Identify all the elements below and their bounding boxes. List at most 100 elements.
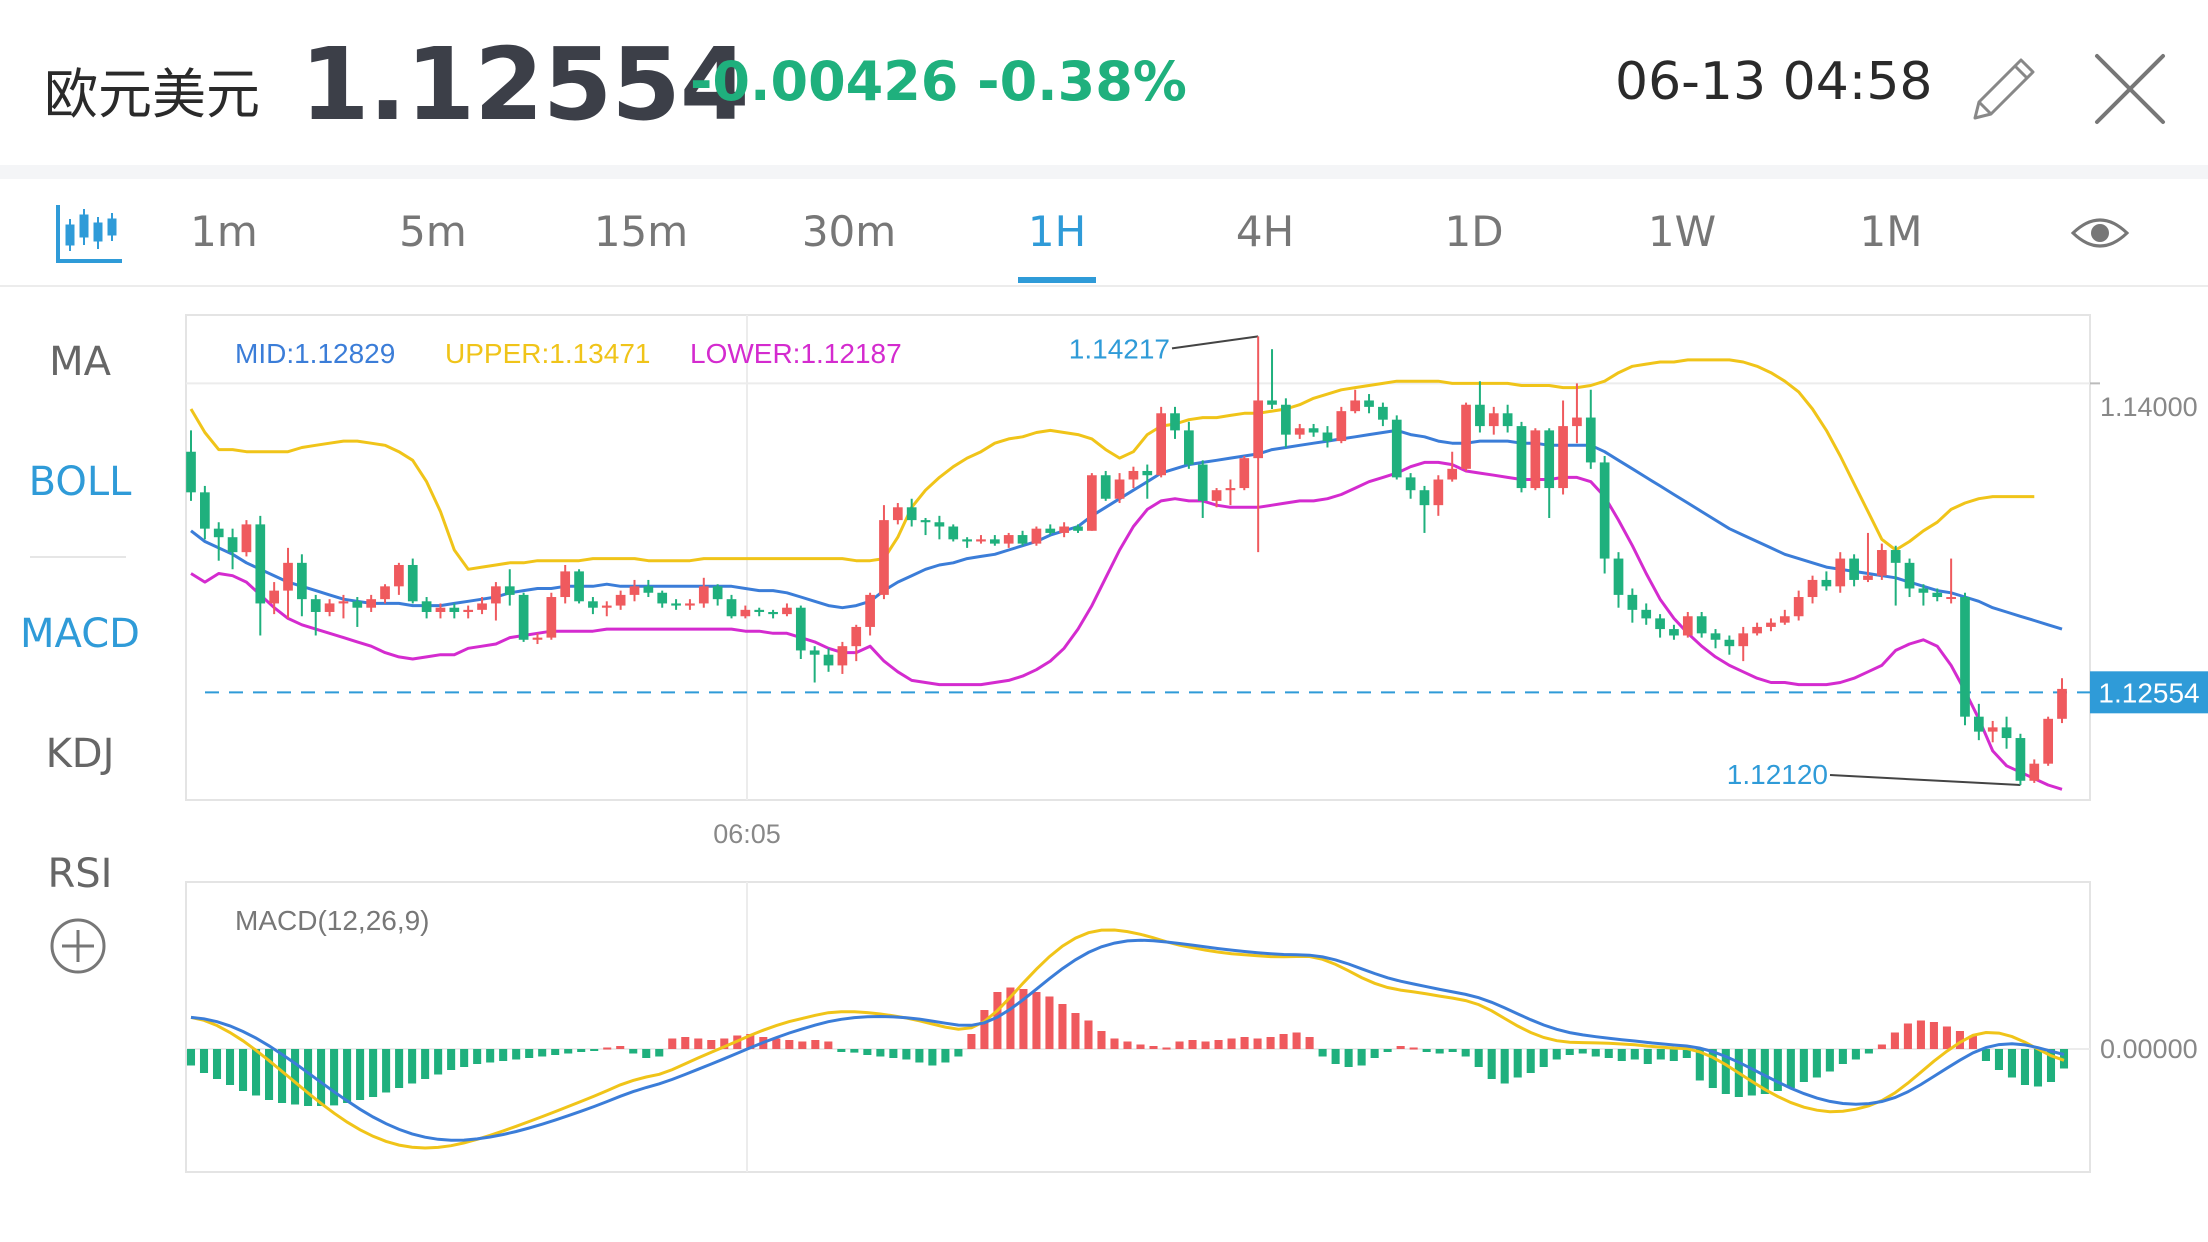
candle-body xyxy=(324,603,335,612)
candle-body xyxy=(1405,477,1416,491)
tab-30m[interactable]: 30m xyxy=(801,207,897,256)
candle-body xyxy=(227,537,238,553)
tab-5m[interactable]: 5m xyxy=(399,207,467,256)
macd-bar xyxy=(902,1049,911,1060)
candle-body xyxy=(782,607,792,615)
candle xyxy=(255,515,266,636)
quote-header: 欧元美元 1.12554 -0.00426 -0.38% 06-13 04:58 xyxy=(0,0,2208,165)
candle-body xyxy=(726,599,737,617)
macd-bar xyxy=(408,1049,417,1084)
candle-body xyxy=(712,586,723,600)
candle-body xyxy=(1793,597,1804,617)
candle xyxy=(768,609,778,619)
eye-icon[interactable] xyxy=(2070,211,2130,255)
candle xyxy=(615,590,626,610)
macd-chart-frame xyxy=(185,881,2091,1173)
chart-labels: MID:1.12829 UPPER:1.13471 LOWER:1.12187 … xyxy=(235,333,2208,1064)
candle-body xyxy=(2043,718,2053,764)
candle-body xyxy=(823,654,834,666)
boll-upper-line xyxy=(189,358,2035,571)
tab-1w[interactable]: 1W xyxy=(1647,207,1717,256)
macd-bar xyxy=(525,1049,534,1058)
macd-bar xyxy=(186,1049,196,1066)
candle xyxy=(1641,603,1652,625)
candle xyxy=(518,592,529,642)
tab-1mo[interactable]: 1M xyxy=(1859,207,1923,256)
indicator-ma[interactable]: MA xyxy=(49,339,111,385)
boll-lines xyxy=(189,358,2063,791)
macd-bar xyxy=(1825,1049,1834,1072)
candle-body xyxy=(1225,488,1236,491)
candle xyxy=(1308,423,1319,437)
candle-body xyxy=(1253,400,1264,459)
candle-body xyxy=(1821,579,1832,587)
active-tab-underline xyxy=(1018,277,1096,283)
indicator-kdj[interactable]: KDJ xyxy=(45,731,115,777)
candle xyxy=(671,599,681,610)
macd-bar xyxy=(538,1049,547,1057)
tab-15m[interactable]: 15m xyxy=(593,207,689,256)
candle-body xyxy=(1599,462,1610,559)
candle-body xyxy=(1655,618,1665,630)
macd-bar xyxy=(1227,1038,1236,1049)
candle-body xyxy=(283,562,293,591)
candle-body xyxy=(1807,579,1818,598)
candle xyxy=(574,569,584,604)
candle-body xyxy=(934,522,945,527)
candle xyxy=(186,430,196,501)
macd-bar xyxy=(2007,1049,2017,1078)
candle xyxy=(906,498,917,527)
candle xyxy=(1184,421,1194,469)
candle xyxy=(1017,530,1028,546)
tab-1m[interactable]: 1m xyxy=(190,207,258,256)
tab-4h[interactable]: 4H xyxy=(1235,207,1295,256)
macd-bar xyxy=(369,1049,378,1097)
candle-body xyxy=(976,539,986,542)
macd-zero-label: 0.00000 xyxy=(2100,1034,2198,1064)
macd-bar xyxy=(2033,1049,2043,1087)
tab-1d[interactable]: 1D xyxy=(1444,207,1504,256)
macd-bar xyxy=(1487,1049,1496,1079)
macd-bar xyxy=(1201,1041,1210,1049)
candle xyxy=(1170,406,1180,439)
macd-bar xyxy=(330,1049,339,1106)
timeframe-tabs: 1m 5m 15m 30m 1H 4H 1D 1W 1M xyxy=(0,179,2208,287)
macd-bar xyxy=(629,1049,638,1054)
indicator-boll[interactable]: BOLL xyxy=(28,459,132,505)
pencil-icon[interactable] xyxy=(1965,48,2045,128)
candle-body xyxy=(643,586,654,593)
candle xyxy=(2057,678,2067,724)
candle-body xyxy=(1558,426,1568,489)
macd-bar xyxy=(395,1049,404,1088)
macd-bar xyxy=(1513,1049,1522,1078)
current-price-tag xyxy=(2090,671,2208,714)
macd-bar xyxy=(447,1049,456,1070)
macd-bar xyxy=(577,1049,586,1052)
close-icon[interactable] xyxy=(2085,44,2175,134)
macd-bar xyxy=(642,1049,651,1058)
candle-body xyxy=(962,539,972,542)
current-price-tag-label: 1.12554 xyxy=(2098,677,2199,708)
candle-body xyxy=(1114,479,1125,499)
macd-bar xyxy=(1370,1049,1379,1058)
candle xyxy=(892,503,903,525)
add-indicator-icon[interactable] xyxy=(48,916,108,976)
candle xyxy=(1876,543,1887,580)
legend-mid: MID:1.12829 xyxy=(235,338,395,369)
candlestick-chart-icon[interactable] xyxy=(52,201,124,267)
macd-bar xyxy=(694,1038,703,1049)
candle-body xyxy=(1724,639,1735,647)
macd-bar xyxy=(681,1037,690,1049)
macd-bar xyxy=(1266,1037,1275,1049)
candle xyxy=(297,554,307,617)
indicator-rsi[interactable]: RSI xyxy=(47,851,113,897)
min-leader-line xyxy=(1829,774,2021,787)
candle xyxy=(1793,590,1804,621)
candle-body xyxy=(1419,490,1430,506)
candle-body xyxy=(1835,558,1846,587)
tab-1h[interactable]: 1H xyxy=(1027,207,1087,256)
candle xyxy=(629,579,640,602)
indicator-macd[interactable]: MACD xyxy=(20,611,140,657)
candle-body xyxy=(1904,562,1915,589)
